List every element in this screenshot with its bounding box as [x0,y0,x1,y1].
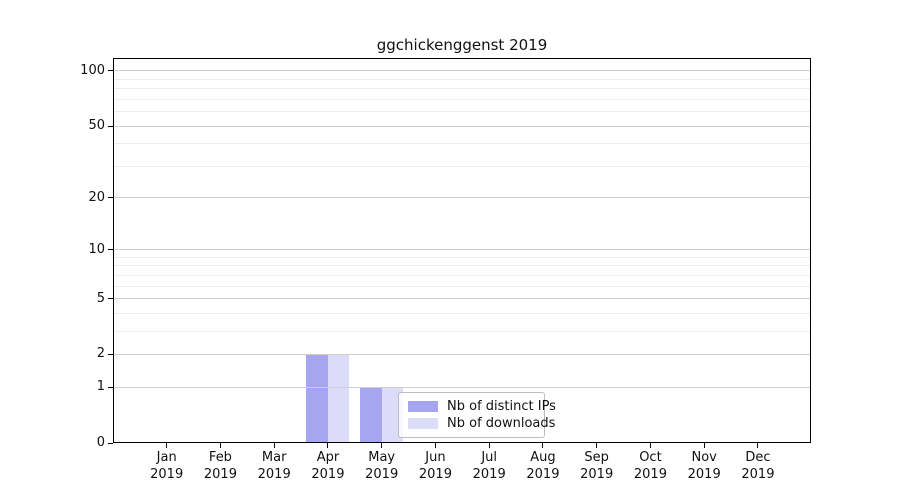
gridline-minor-60 [113,111,811,113]
gridline-major-2 [113,353,811,355]
gridline-major-50 [113,125,811,127]
y-tick-mark-10 [108,249,113,251]
x-tick-label-jul: Jul 2019 [472,450,506,482]
y-tick-mark-0 [108,442,113,444]
gridline-minor-30 [113,165,811,167]
gridline-minor-9 [113,256,811,258]
x-tick-mark-jan [166,443,168,448]
gridlines-layer [113,58,811,443]
gridline-minor-3 [113,330,811,332]
x-tick-mark-mar [273,443,275,448]
x-tick-label-may: May 2019 [365,450,399,482]
gridline-major-100 [113,70,811,72]
gridline-major-10 [113,249,811,251]
y-tick-mark-50 [108,125,113,127]
x-tick-mark-dec [757,443,759,448]
gridline-minor-8 [113,265,811,267]
gridline-minor-6 [113,285,811,287]
legend-swatch-downloads-icon [408,418,438,429]
x-tick-label-mar: Mar 2019 [257,450,291,482]
x-tick-label-jan: Jan 2019 [150,450,184,482]
x-tick-mark-feb [219,443,221,448]
y-tick-mark-2 [108,353,113,355]
gridline-major-20 [113,197,811,199]
x-tick-label-oct: Oct 2019 [633,450,667,482]
x-tick-label-feb: Feb 2019 [203,450,237,482]
gridline-minor-4 [113,312,811,314]
plot-area [113,58,811,443]
y-tick-label-2: 2 [96,346,105,362]
chart-title: ggchickenggenst 2019 [376,36,548,54]
x-tick-label-apr: Apr 2019 [311,450,345,482]
y-tick-mark-100 [108,70,113,72]
x-tick-mark-aug [542,443,544,448]
legend-label-distinct-ips: Nb of distinct IPs [447,399,556,414]
x-tick-mark-nov [703,443,705,448]
y-tick-label-50: 50 [88,118,105,134]
x-tick-mark-oct [649,443,651,448]
bar-distinct-ips-apr [306,354,328,443]
x-tick-mark-may [381,443,383,448]
y-tick-label-0: 0 [96,435,105,450]
gridline-major-5 [113,298,811,300]
y-tick-label-100: 100 [80,62,105,78]
bar-distinct-ips-may [360,387,382,443]
x-tick-label-jun: Jun 2019 [418,450,452,482]
gridline-minor-70 [113,98,811,100]
legend: Nb of distinct IPs Nb of downloads [398,392,556,438]
y-tick-label-1: 1 [96,379,105,395]
y-tick-mark-1 [108,386,113,388]
bars-layer [113,58,811,443]
bar-downloads-may [381,387,404,443]
x-tick-mark-jun [434,443,436,448]
x-tick-label-nov: Nov 2019 [687,450,721,482]
bar-downloads-apr [327,354,350,443]
legend-entry-downloads: Nb of downloads [408,416,555,431]
x-tick-label-aug: Aug 2019 [526,450,560,482]
gridline-minor-90 [113,78,811,80]
y-tick-label-10: 10 [88,241,105,257]
y-tick-label-5: 5 [96,290,105,306]
x-tick-mark-jul [488,443,490,448]
gridline-minor-40 [113,143,811,145]
y-tick-mark-5 [108,298,113,300]
y-tick-mark-20 [108,197,113,199]
y-tick-label-20: 20 [88,189,105,205]
x-tick-label-sep: Sep 2019 [580,450,614,482]
x-tick-label-dec: Dec 2019 [741,450,775,482]
gridline-major-1 [113,386,811,388]
legend-swatch-distinct-ips-icon [408,401,438,412]
x-tick-mark-apr [327,443,329,448]
gridline-minor-80 [113,88,811,90]
x-tick-mark-sep [596,443,598,448]
legend-label-downloads: Nb of downloads [447,416,556,431]
gridline-minor-7 [113,274,811,276]
legend-entry-distinct-ips: Nb of distinct IPs [408,399,556,414]
